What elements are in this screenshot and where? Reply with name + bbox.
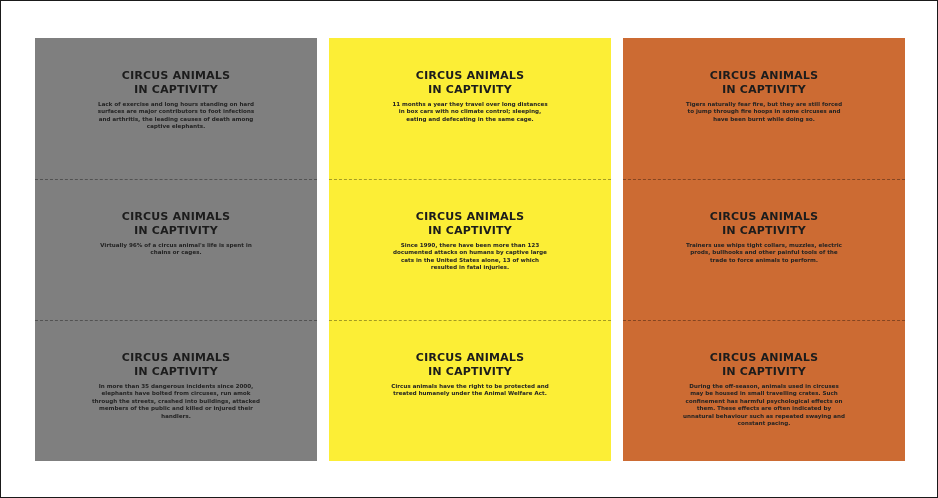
card-body: 11 months a year they travel over long d… [392, 102, 548, 123]
card-title: CIRCUS ANIMALS IN CAPTIVITY [709, 351, 819, 378]
card-column-gray: CIRCUS ANIMALS IN CAPTIVITY Lack of exer… [35, 38, 317, 461]
fact-card: CIRCUS ANIMALS IN CAPTIVITY Circus anima… [329, 320, 611, 461]
card-title: CIRCUS ANIMALS IN CAPTIVITY [709, 210, 819, 237]
fact-card: CIRCUS ANIMALS IN CAPTIVITY Since 1990, … [329, 179, 611, 320]
card-body: Circus animals have the right to be prot… [391, 384, 549, 398]
fact-card: CIRCUS ANIMALS IN CAPTIVITY During the o… [623, 320, 905, 461]
fact-card: CIRCUS ANIMALS IN CAPTIVITY Trainers use… [623, 179, 905, 320]
card-body: In more than 35 dangerous incidents sinc… [92, 384, 260, 420]
card-column-orange: CIRCUS ANIMALS IN CAPTIVITY Tigers natur… [623, 38, 905, 461]
cut-line [35, 179, 317, 180]
card-title: CIRCUS ANIMALS IN CAPTIVITY [121, 69, 231, 96]
card-title: CIRCUS ANIMALS IN CAPTIVITY [121, 351, 231, 378]
card-title: CIRCUS ANIMALS IN CAPTIVITY [415, 69, 525, 96]
card-title: CIRCUS ANIMALS IN CAPTIVITY [709, 69, 819, 96]
cut-line [329, 179, 611, 180]
fact-card: CIRCUS ANIMALS IN CAPTIVITY Virtually 96… [35, 179, 317, 320]
cut-line [329, 320, 611, 321]
fact-card: CIRCUS ANIMALS IN CAPTIVITY 11 months a … [329, 38, 611, 179]
card-title: CIRCUS ANIMALS IN CAPTIVITY [415, 351, 525, 378]
fact-card: CIRCUS ANIMALS IN CAPTIVITY Lack of exer… [35, 38, 317, 179]
cut-line [35, 320, 317, 321]
card-body: Virtually 96% of a circus animal's life … [100, 243, 252, 257]
cut-line [623, 320, 905, 321]
card-body: Lack of exercise and long hours standing… [97, 102, 255, 131]
card-body: Trainers use whips tight collars, muzzle… [686, 243, 842, 264]
cut-line [623, 179, 905, 180]
card-title: CIRCUS ANIMALS IN CAPTIVITY [415, 210, 525, 237]
fact-card: CIRCUS ANIMALS IN CAPTIVITY Tigers natur… [623, 38, 905, 179]
card-title: CIRCUS ANIMALS IN CAPTIVITY [121, 210, 231, 237]
fact-card: CIRCUS ANIMALS IN CAPTIVITY In more than… [35, 320, 317, 461]
card-body: Since 1990, there have been more than 12… [393, 243, 547, 272]
card-body: Tigers naturally fear fire, but they are… [685, 102, 843, 123]
card-column-yellow: CIRCUS ANIMALS IN CAPTIVITY 11 months a … [329, 38, 611, 461]
card-body: During the off-season, animals used in c… [683, 384, 845, 428]
